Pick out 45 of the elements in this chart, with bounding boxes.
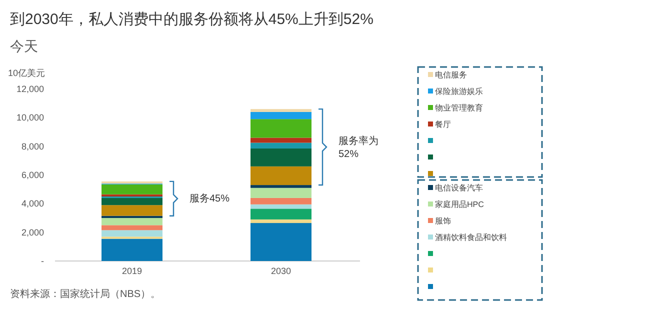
bar <box>250 223 312 261</box>
y-tick-label: - <box>41 256 44 266</box>
y-tick-label: 10,000 <box>16 112 44 123</box>
bar <box>250 112 312 120</box>
legend-label: 电信服务 <box>435 70 467 80</box>
bar <box>250 198 312 204</box>
bar <box>250 208 312 220</box>
legend-label: 电信设备汽车 <box>435 184 483 192</box>
bar <box>250 142 312 148</box>
legend-label: 酒精饮料食品和饮料 <box>435 233 507 242</box>
legend-label: 餐厅 <box>435 120 451 129</box>
y-tick-label: 8,000 <box>21 141 44 152</box>
chart-title: 到2030年，私人消费中的服务份额将从45%上升到52% <box>10 11 374 28</box>
legend-label: 服饰 <box>435 216 451 226</box>
legend-label: 物业管理教育 <box>435 104 483 112</box>
bar <box>102 205 162 216</box>
y-tick-label: 6,000 <box>21 170 44 180</box>
legend-label: 家庭用品HPC <box>435 200 484 209</box>
annotation: 服务率为 52% <box>338 135 378 160</box>
bar <box>102 218 162 226</box>
chart-subtitle: 今天 <box>10 38 38 54</box>
bar <box>250 204 312 209</box>
x-tick-label: 2019 <box>122 266 142 276</box>
text: 资料来源：国家统计局（NBS）。 <box>10 288 161 300</box>
legend-label: 保险旅游娱乐 <box>435 87 483 96</box>
bar <box>250 219 312 224</box>
bar <box>250 119 312 138</box>
bar <box>250 166 312 186</box>
x-tick-label: 2030 <box>270 266 292 276</box>
bar <box>102 230 162 237</box>
bar <box>102 181 162 184</box>
annotation: 服务45% <box>190 192 230 205</box>
bar <box>250 188 312 198</box>
y-tick-label: 4,000 <box>21 198 44 209</box>
y-tick-label: 2,000 <box>21 227 44 238</box>
bar <box>250 185 312 188</box>
bar <box>250 138 312 143</box>
bar <box>102 238 162 261</box>
bar <box>102 184 162 194</box>
bar <box>102 198 162 206</box>
y-axis-title: 10亿美元 <box>8 68 46 78</box>
bar <box>102 225 162 230</box>
y-tick-label: 12,000 <box>16 84 44 94</box>
bar <box>250 109 312 112</box>
bar <box>250 148 312 166</box>
